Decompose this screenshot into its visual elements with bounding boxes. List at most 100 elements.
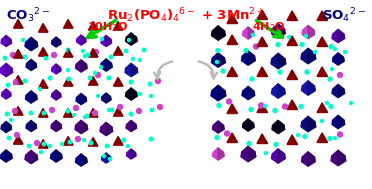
Polygon shape xyxy=(212,53,225,67)
Polygon shape xyxy=(31,150,38,164)
Circle shape xyxy=(350,101,353,105)
Polygon shape xyxy=(272,24,285,38)
Polygon shape xyxy=(292,100,298,109)
Polygon shape xyxy=(101,36,112,46)
Circle shape xyxy=(73,114,76,116)
Polygon shape xyxy=(292,70,298,80)
Polygon shape xyxy=(322,67,327,77)
Polygon shape xyxy=(89,22,98,30)
Polygon shape xyxy=(257,37,267,46)
Polygon shape xyxy=(227,14,237,23)
Circle shape xyxy=(13,108,17,114)
Polygon shape xyxy=(131,63,138,77)
Polygon shape xyxy=(6,36,12,46)
Circle shape xyxy=(13,80,19,84)
Polygon shape xyxy=(262,10,267,19)
Circle shape xyxy=(81,50,84,53)
Polygon shape xyxy=(43,140,48,148)
Polygon shape xyxy=(218,26,225,40)
Polygon shape xyxy=(43,80,48,88)
Circle shape xyxy=(253,44,259,49)
Polygon shape xyxy=(18,20,23,28)
Circle shape xyxy=(334,47,337,50)
Polygon shape xyxy=(262,134,267,143)
Circle shape xyxy=(88,76,92,80)
Polygon shape xyxy=(89,109,98,117)
Circle shape xyxy=(343,50,346,53)
Circle shape xyxy=(66,48,70,52)
Circle shape xyxy=(6,83,10,87)
Polygon shape xyxy=(43,48,48,56)
Polygon shape xyxy=(38,24,48,32)
Polygon shape xyxy=(56,121,61,132)
Polygon shape xyxy=(118,78,123,86)
Polygon shape xyxy=(212,26,225,40)
Circle shape xyxy=(328,136,332,140)
Circle shape xyxy=(93,111,97,115)
Circle shape xyxy=(38,88,42,91)
Circle shape xyxy=(250,77,254,81)
Bar xyxy=(2,24,157,169)
Circle shape xyxy=(126,145,129,147)
Polygon shape xyxy=(13,50,23,58)
Polygon shape xyxy=(51,37,61,47)
Polygon shape xyxy=(100,59,112,71)
Polygon shape xyxy=(51,90,61,100)
Polygon shape xyxy=(257,134,267,143)
Polygon shape xyxy=(232,104,237,114)
Polygon shape xyxy=(262,37,267,46)
Polygon shape xyxy=(322,103,327,112)
Polygon shape xyxy=(68,78,73,86)
Polygon shape xyxy=(257,103,267,112)
Polygon shape xyxy=(292,11,298,20)
Polygon shape xyxy=(38,48,48,56)
Circle shape xyxy=(326,101,328,105)
Circle shape xyxy=(51,53,57,57)
Circle shape xyxy=(35,140,39,146)
Polygon shape xyxy=(338,53,344,65)
Circle shape xyxy=(129,112,133,116)
Polygon shape xyxy=(338,150,346,166)
Polygon shape xyxy=(218,53,225,67)
Polygon shape xyxy=(322,37,327,46)
Polygon shape xyxy=(302,25,315,39)
Polygon shape xyxy=(106,122,113,136)
Polygon shape xyxy=(118,47,123,55)
Polygon shape xyxy=(64,20,73,28)
Circle shape xyxy=(337,132,343,137)
Polygon shape xyxy=(106,36,112,46)
Polygon shape xyxy=(38,109,48,117)
Polygon shape xyxy=(68,137,73,145)
Circle shape xyxy=(10,119,13,122)
Polygon shape xyxy=(0,150,12,162)
Circle shape xyxy=(330,67,334,70)
Polygon shape xyxy=(301,48,316,64)
Circle shape xyxy=(138,59,141,61)
Circle shape xyxy=(328,77,332,81)
Polygon shape xyxy=(56,90,61,100)
Polygon shape xyxy=(332,115,344,129)
Polygon shape xyxy=(241,146,256,162)
Polygon shape xyxy=(243,119,254,131)
Polygon shape xyxy=(227,133,237,143)
Polygon shape xyxy=(278,24,285,38)
Text: CO$_3$$^{2-}$: CO$_3$$^{2-}$ xyxy=(6,6,50,25)
Polygon shape xyxy=(76,94,87,105)
Polygon shape xyxy=(272,149,285,163)
Polygon shape xyxy=(308,25,315,39)
Polygon shape xyxy=(241,51,255,65)
Polygon shape xyxy=(113,22,123,30)
Circle shape xyxy=(321,119,324,122)
Polygon shape xyxy=(227,67,237,77)
Circle shape xyxy=(263,105,266,108)
Polygon shape xyxy=(81,154,87,166)
Polygon shape xyxy=(56,150,62,162)
Polygon shape xyxy=(248,146,256,162)
Circle shape xyxy=(249,108,253,112)
Circle shape xyxy=(93,50,99,54)
Circle shape xyxy=(138,92,141,95)
Circle shape xyxy=(128,39,131,42)
Circle shape xyxy=(122,138,126,142)
Polygon shape xyxy=(227,104,237,114)
Circle shape xyxy=(109,157,112,160)
